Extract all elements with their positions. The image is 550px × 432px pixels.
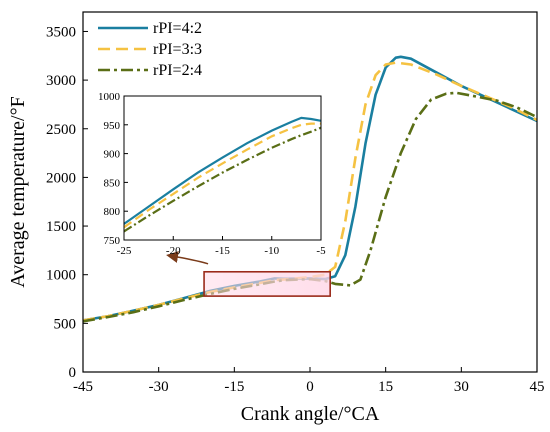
y-tick-label: 1000 <box>46 268 76 284</box>
y-tick-label: 1500 <box>46 219 76 235</box>
y-tick-label: 3500 <box>46 24 76 40</box>
inset-y-tick-label: 850 <box>104 177 121 189</box>
x-tick-label: 30 <box>454 379 469 395</box>
inset-x-tick-label: -5 <box>316 245 326 257</box>
zoom-region-box <box>204 272 330 296</box>
x-tick-label: -15 <box>224 379 244 395</box>
x-tick-label: 45 <box>530 379 545 395</box>
inset-x-tick-label: -10 <box>264 245 279 257</box>
y-tick-label: 3000 <box>46 73 76 89</box>
inset-y-tick-label: 950 <box>104 120 121 132</box>
legend: rPI=4:2 rPI=3:3 rPI=2:4 <box>98 20 202 79</box>
x-tick-label: -30 <box>149 379 169 395</box>
inset-y-tick-label: 750 <box>104 235 121 247</box>
legend-label-3: rPI=2:4 <box>153 62 202 79</box>
x-tick-label: -45 <box>73 379 93 395</box>
legend-label-1: rPI=4:2 <box>153 20 202 37</box>
legend-label-2: rPI=3:3 <box>153 41 202 58</box>
x-tick-label: 15 <box>378 379 393 395</box>
y-tick-label: 500 <box>54 316 77 332</box>
y-axis-label: Average temperature/°F <box>7 96 29 287</box>
inset-x-tick-label: -15 <box>215 245 230 257</box>
zoom-arrow <box>172 256 208 264</box>
y-tick-label: 2000 <box>46 170 76 186</box>
inset-y-tick-label: 800 <box>104 206 121 218</box>
x-axis-label: Crank angle/°CA <box>241 403 380 425</box>
inset-y-tick-label: 1000 <box>98 91 121 103</box>
y-tick-label: 0 <box>69 365 77 381</box>
inset-background <box>124 96 321 240</box>
inset-x-tick-label: -20 <box>166 245 181 257</box>
x-tick-label: 0 <box>306 379 314 395</box>
inset-y-tick-label: 900 <box>104 149 121 161</box>
y-tick-label: 2500 <box>46 122 76 138</box>
